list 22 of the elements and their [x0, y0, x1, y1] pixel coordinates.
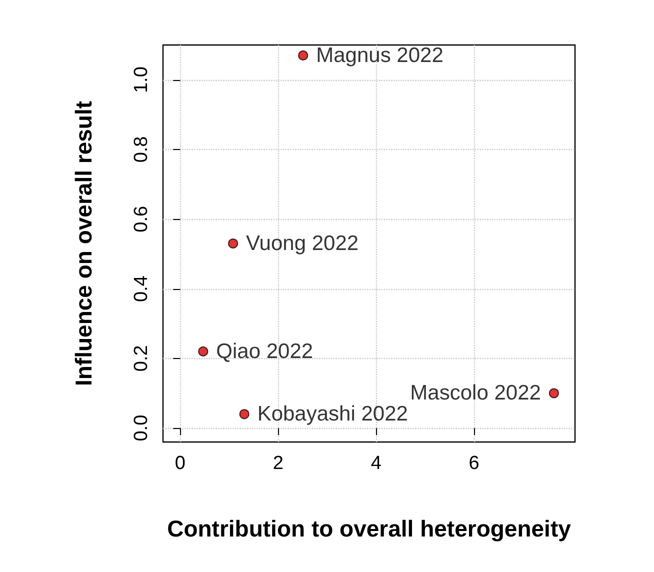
- point: [298, 50, 308, 60]
- x-tick-label: 2: [272, 453, 284, 474]
- series-label: Magnus 2022: [316, 44, 444, 67]
- y-tick-label: 1.0: [131, 66, 152, 94]
- y-axis-title: Influence on overall result: [70, 100, 96, 386]
- point: [239, 409, 250, 420]
- point: [548, 388, 559, 398]
- x-tick-label: 6: [468, 453, 480, 474]
- y-tick-label: 0.8: [131, 136, 152, 163]
- series-label: Kobayashi 2022: [257, 402, 408, 426]
- x-tick-label: 0: [174, 453, 186, 474]
- y-tick-label: 0.4: [131, 275, 152, 302]
- point: [198, 346, 208, 356]
- y-tick-label: 0.2: [131, 345, 152, 372]
- y-tick-label: 0.0: [131, 414, 152, 442]
- series-label: Mascolo 2022: [410, 382, 541, 405]
- series-label: Vuong 2022: [246, 232, 359, 255]
- x-tick-label: 4: [370, 453, 382, 474]
- x-axis-title: Contribution to overall heterogeneity: [167, 516, 572, 542]
- point: [228, 238, 238, 248]
- y-tick-label: 0.6: [131, 206, 152, 232]
- legend-label: Qiao 2022: [216, 340, 314, 363]
